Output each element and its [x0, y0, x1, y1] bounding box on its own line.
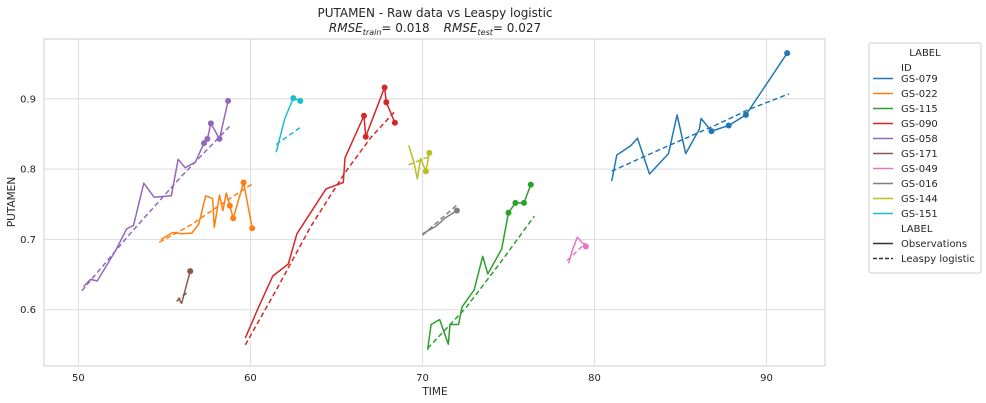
legend-label: GS-171: [901, 149, 938, 160]
data-point: [742, 111, 749, 118]
rmse-test-label: RMSE: [444, 21, 478, 35]
chart-title: PUTAMEN - Raw data vs Leaspy logistic: [317, 6, 552, 20]
data-point: [249, 225, 256, 232]
data-point: [204, 135, 211, 142]
fit-line: [158, 183, 253, 243]
legend-style-label: Observations: [901, 239, 967, 250]
series-gs-016: [422, 204, 460, 236]
data-point: [381, 84, 388, 91]
y-tick-label: 0.8: [20, 165, 36, 176]
observation-line: [275, 97, 301, 153]
data-point: [527, 181, 534, 188]
plot-area: [43, 38, 826, 367]
y-tick-label: 0.9: [20, 94, 36, 105]
data-point: [225, 97, 232, 104]
fit-line: [611, 93, 790, 172]
fit-line: [275, 125, 303, 146]
rmse-train-sub: train: [363, 28, 382, 37]
data-point: [725, 122, 732, 129]
legend-label: GS-049: [901, 164, 938, 175]
x-tick-label: 90: [760, 373, 773, 384]
legend-frame: [868, 42, 982, 274]
legend-title: LABEL: [909, 48, 941, 59]
data-point: [512, 199, 519, 206]
data-point: [362, 133, 369, 140]
x-tick-label: 80: [588, 373, 601, 384]
data-point: [453, 207, 460, 214]
observation-line: [83, 100, 229, 288]
data-point: [230, 215, 237, 222]
legend-label: GS-090: [901, 119, 938, 130]
legend-label: GS-022: [901, 89, 938, 100]
data-point: [216, 135, 223, 142]
series-gs-115: [426, 181, 535, 350]
data-point: [290, 95, 297, 102]
observation-line: [407, 144, 431, 180]
data-point: [297, 97, 304, 104]
x-tick-label: 70: [416, 373, 429, 384]
x-axis-label: TIME: [421, 386, 447, 398]
series-gs-090: [244, 84, 398, 346]
x-ticks: 50 60 70 80 90: [72, 373, 773, 384]
legend: LABEL ID GS-079GS-022GS-115GS-090GS-058G…: [868, 42, 982, 274]
legend-style-label: Leaspy logistic: [901, 254, 975, 265]
data-point: [383, 99, 390, 106]
data-point: [708, 128, 715, 135]
observation-line: [160, 181, 253, 241]
legend-entries: GS-079 GS-022 GS-115 GS-090 GS-058 GS-171 GS-0…: [873, 74, 975, 265]
observation-line: [244, 86, 396, 339]
legend-label: GS-144: [901, 194, 938, 205]
legend-label: GS-058: [901, 134, 938, 145]
fit-line: [81, 125, 231, 292]
x-tick-label: 60: [244, 373, 257, 384]
data-point: [422, 168, 429, 175]
legend-label: GS-079: [901, 74, 938, 85]
data-point: [521, 199, 527, 206]
data-point: [187, 268, 194, 275]
observation-line: [426, 184, 532, 350]
x-tick-label: 50: [72, 373, 85, 384]
series-layer: [81, 50, 791, 350]
legend-id-header: ID: [901, 63, 912, 74]
series-gs-171: [176, 268, 194, 305]
data-point: [426, 149, 433, 156]
series-gs-022: [158, 179, 256, 243]
data-point: [582, 243, 589, 250]
series-gs-058: [81, 97, 232, 292]
series-gs-144: [407, 144, 433, 180]
legend-label: GS-151: [901, 209, 938, 220]
chart-subtitle: RMSEtrain= 0.018 RMSEtest= 0.027: [329, 21, 541, 37]
series-gs-151: [275, 95, 304, 153]
data-point: [201, 140, 207, 147]
rmse-train-label: RMSE: [329, 21, 363, 35]
data-point: [505, 209, 512, 216]
data-point: [240, 179, 247, 186]
data-point: [207, 120, 214, 127]
y-ticks: 0.6 0.7 0.8 0.9: [20, 94, 36, 316]
rmse-test-sub: test: [478, 28, 494, 37]
observation-line: [610, 52, 788, 182]
y-tick-label: 0.7: [20, 235, 36, 246]
fit-line: [566, 242, 587, 262]
data-point: [784, 50, 791, 57]
series-gs-049: [566, 236, 589, 264]
series-gs-079: [610, 50, 791, 182]
data-point: [391, 119, 398, 126]
y-tick-label: 0.6: [20, 305, 36, 316]
data-point: [226, 202, 233, 209]
legend-label: GS-016: [901, 179, 938, 190]
data-point: [361, 112, 367, 119]
y-axis-label: PUTAMEN: [6, 177, 18, 227]
legend-label: GS-115: [901, 104, 938, 115]
rmse-train-value: = 0.018: [381, 21, 429, 35]
fit-line: [244, 110, 396, 346]
fit-line: [408, 155, 430, 166]
fit-line: [427, 215, 535, 349]
rmse-test-value: = 0.027: [493, 21, 541, 35]
legend-style-header: LABEL: [901, 224, 933, 235]
fit-line: [176, 292, 188, 302]
grid: [44, 39, 825, 366]
